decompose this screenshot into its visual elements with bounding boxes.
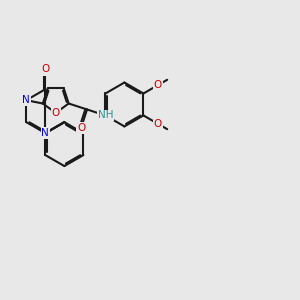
Text: O: O <box>77 123 85 133</box>
Text: O: O <box>41 64 50 74</box>
Text: O: O <box>154 80 162 90</box>
Text: N: N <box>41 128 49 138</box>
Text: O: O <box>52 108 60 118</box>
Text: NH: NH <box>98 110 113 120</box>
Text: N: N <box>22 95 30 105</box>
Text: O: O <box>154 119 162 129</box>
